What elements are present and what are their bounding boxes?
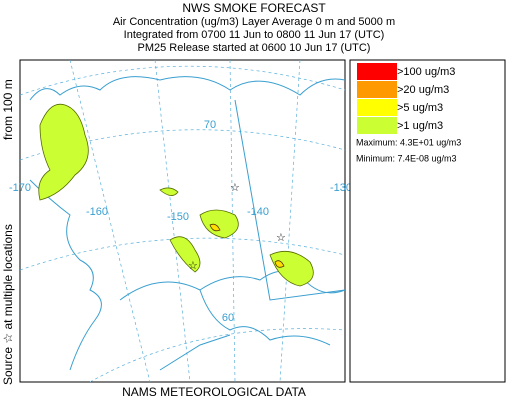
legend-swatch: [357, 117, 397, 134]
legend-label: >5 ug/m3: [397, 102, 443, 114]
subtitle: Air Concentration (ug/m3) Layer Average …: [113, 16, 395, 28]
coastline: [199, 289, 331, 346]
graticule: [89, 328, 346, 383]
subtitle: PM25 Release started at 0600 10 Jun 17 (…: [138, 42, 371, 54]
footer: NAMS METEOROLOGICAL DATA: [122, 385, 306, 399]
legend: >100 ug/m3 >20 ug/m3 >5 ug/m3 >1 ug/m3: [357, 63, 455, 134]
maximum: Maximum: 4.3E+01 ug/m3: [356, 137, 461, 147]
legend-label: >100 ug/m3: [397, 66, 455, 78]
subtitle: Integrated from 0700 11 Jun to 0800 11 J…: [124, 29, 385, 41]
smoke-plume: [269, 250, 314, 287]
coastline: [159, 334, 231, 371]
legend-swatch: [357, 81, 397, 98]
source-label: Source ☆ at multiple locations: [1, 224, 15, 385]
side-label: Source ☆ at multiple locations from 100 …: [1, 79, 15, 385]
grid-label: 60: [222, 312, 234, 324]
grid-label: -140: [247, 206, 269, 218]
source-star: ☆: [276, 232, 286, 244]
grid-labels: 70 -170 -160 -150 -140 -130 60: [9, 119, 352, 324]
source-star: ☆: [230, 182, 240, 194]
coastline: [119, 270, 346, 301]
map: ☆ ☆ ☆: [19, 59, 346, 383]
coastline: [29, 179, 102, 371]
smoke-plume: [159, 187, 179, 196]
grid-label: -160: [86, 206, 108, 218]
legend-swatch: [357, 99, 397, 116]
graticule: [69, 59, 151, 383]
title: NWS SMOKE FORECAST: [182, 1, 326, 15]
source-star: ☆: [188, 260, 198, 272]
legend-swatch: [357, 63, 397, 80]
grid-label: -170: [9, 182, 31, 194]
smoke-core: [274, 260, 285, 268]
grid-label: 70: [204, 119, 216, 131]
grid-label: -130: [330, 182, 352, 194]
smoke-core: [209, 223, 221, 232]
legend-label: >20 ug/m3: [397, 84, 449, 96]
grid-label: -150: [167, 211, 189, 223]
smoke-plume: [169, 236, 201, 273]
legend-label: >1 ug/m3: [397, 120, 443, 132]
coastline: [29, 76, 346, 101]
smoke-plume: [199, 209, 239, 239]
border: [234, 99, 346, 301]
smoke-plume: [38, 103, 89, 201]
minimum: Minimum: 7.4E-08 ug/m3: [356, 153, 457, 163]
graticule: [19, 65, 346, 96]
height-label: from 100 m: [1, 79, 15, 140]
